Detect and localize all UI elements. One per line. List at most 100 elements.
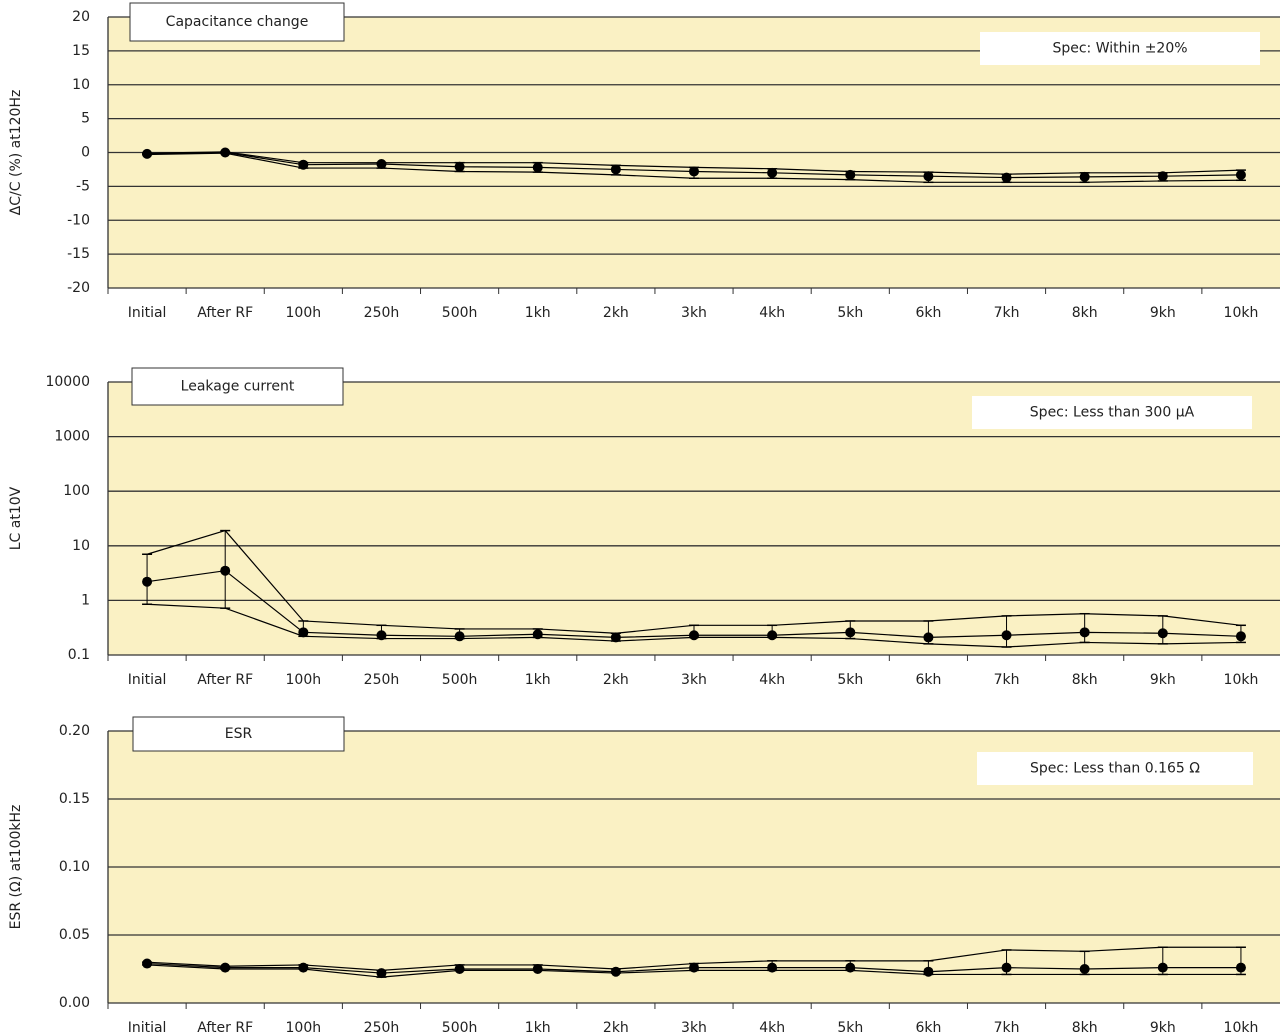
x-tick-label: 10kh <box>1224 1020 1259 1035</box>
data-point <box>220 147 231 158</box>
data-point <box>1079 964 1090 974</box>
y-tick-label: 0.15 <box>59 791 90 807</box>
x-tick-label: 100h <box>286 672 322 688</box>
y-tick-label: 0.20 <box>59 723 90 739</box>
data-point <box>767 962 778 973</box>
data-point <box>610 164 621 175</box>
y-axis-title: ESR (Ω) at100kHz <box>8 805 24 930</box>
data-point <box>376 159 387 170</box>
x-tick-label: After RF <box>197 672 253 688</box>
y-tick-label: -5 <box>76 178 90 194</box>
data-point <box>1157 962 1168 973</box>
data-point <box>1079 171 1090 182</box>
data-point <box>923 966 934 977</box>
y-tick-label: 1000 <box>54 429 90 445</box>
x-tick-label: Initial <box>128 1020 167 1035</box>
data-point <box>845 627 856 638</box>
x-tick-label: 9kh <box>1150 1020 1176 1035</box>
data-point <box>923 632 934 643</box>
spec-note: Spec: Within ±20% <box>1052 41 1187 57</box>
title-box <box>131 367 344 406</box>
x-tick-label: 2kh <box>603 1020 629 1035</box>
x-tick-label: 5kh <box>837 305 863 321</box>
x-tick-label: After RF <box>197 1020 253 1035</box>
data-point <box>1079 627 1090 638</box>
y-axis-title: ΔC/C (%) at120Hz <box>8 90 24 216</box>
x-tick-label: 500h <box>442 672 478 688</box>
x-tick-label: 9kh <box>1150 672 1176 688</box>
data-point <box>1001 962 1012 973</box>
data-point <box>142 958 153 969</box>
panel-title: Capacitance change <box>166 14 309 30</box>
data-point <box>220 962 231 973</box>
x-tick-label: 500h <box>442 305 478 321</box>
data-point <box>767 167 778 178</box>
data-point <box>376 630 387 641</box>
x-tick-label: 10kh <box>1224 305 1259 321</box>
title-box <box>129 2 345 42</box>
data-point <box>220 565 231 576</box>
x-tick-label: 6kh <box>915 672 941 688</box>
spec-box <box>977 752 1253 785</box>
data-point <box>767 630 778 641</box>
data-point <box>1235 962 1246 973</box>
y-axis-title: LC at10V <box>8 486 24 550</box>
x-tick-label: 8kh <box>1072 305 1098 321</box>
x-tick-label: 3kh <box>681 1020 707 1035</box>
panel-title: Leakage current <box>181 379 295 395</box>
x-tick-label: 1kh <box>525 305 551 321</box>
x-tick-label: 100h <box>286 305 322 321</box>
data-point <box>689 962 699 973</box>
x-tick-label: 4kh <box>759 672 785 688</box>
data-point <box>1235 169 1246 180</box>
data-point <box>845 169 856 180</box>
x-tick-label: 7kh <box>994 1020 1020 1035</box>
y-tick-label: 0 <box>81 145 90 161</box>
data-point <box>532 162 543 173</box>
x-tick-label: Initial <box>128 305 167 321</box>
y-tick-label: -15 <box>67 246 90 262</box>
x-tick-label: 1kh <box>525 1020 551 1035</box>
x-tick-label: 1kh <box>525 672 551 688</box>
x-tick-label: 4kh <box>759 1020 785 1035</box>
data-point <box>845 962 856 973</box>
spec-box <box>980 32 1260 65</box>
x-tick-label: 10kh <box>1224 672 1259 688</box>
y-tick-label: 5 <box>81 111 90 127</box>
data-point <box>923 171 934 182</box>
x-tick-label: 7kh <box>994 672 1020 688</box>
data-point <box>376 968 387 979</box>
y-tick-label: -20 <box>67 280 90 296</box>
x-tick-label: Initial <box>128 672 167 688</box>
y-tick-label: -10 <box>67 212 90 228</box>
data-point <box>689 630 699 641</box>
x-tick-label: 7kh <box>994 305 1020 321</box>
x-tick-label: 9kh <box>1150 305 1176 321</box>
x-tick-label: 6kh <box>915 1020 941 1035</box>
x-tick-label: 8kh <box>1072 1020 1098 1035</box>
x-tick-label: 2kh <box>603 305 629 321</box>
data-point <box>454 161 465 172</box>
y-tick-label: 10 <box>72 538 90 554</box>
y-tick-label: 10 <box>72 77 90 93</box>
data-point <box>1235 631 1246 642</box>
x-tick-label: 3kh <box>681 305 707 321</box>
y-tick-label: 10000 <box>45 374 90 390</box>
data-point <box>610 966 621 977</box>
x-tick-label: 250h <box>364 305 400 321</box>
data-point <box>298 962 309 973</box>
x-tick-label: After RF <box>197 305 253 321</box>
x-tick-label: 5kh <box>837 672 863 688</box>
spec-note: Spec: Less than 0.165 Ω <box>1030 761 1200 777</box>
x-tick-label: 250h <box>364 672 400 688</box>
y-tick-label: 100 <box>63 483 90 499</box>
x-tick-label: 5kh <box>837 1020 863 1035</box>
data-point <box>142 148 153 159</box>
x-tick-label: 8kh <box>1072 672 1098 688</box>
y-tick-label: 20 <box>72 9 90 25</box>
data-point <box>1157 171 1168 182</box>
data-point <box>298 627 309 638</box>
data-point <box>1001 172 1012 183</box>
